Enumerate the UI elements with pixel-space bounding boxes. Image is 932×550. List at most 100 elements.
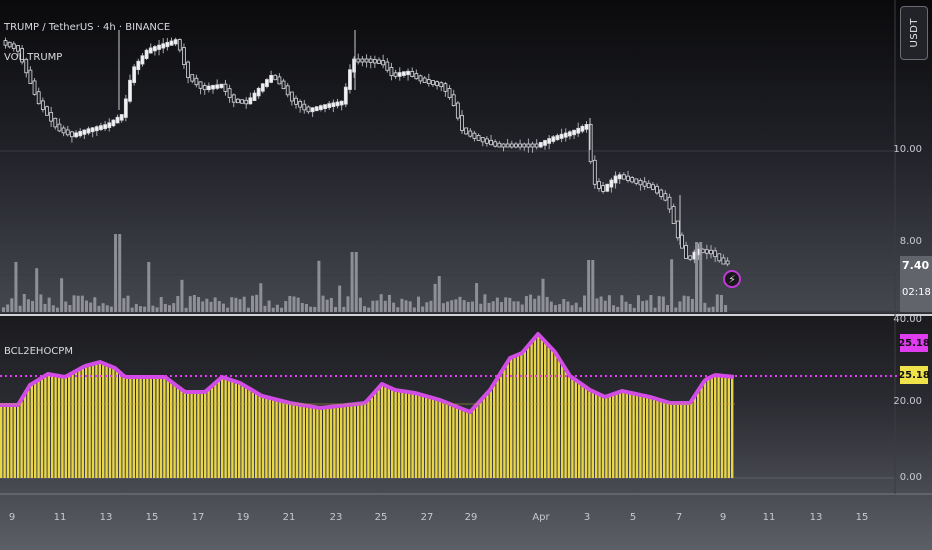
volume-bar xyxy=(724,305,728,312)
volume-bar xyxy=(221,303,225,312)
candle-body xyxy=(597,181,601,189)
indicator-bar xyxy=(527,347,530,478)
time-label: 11 xyxy=(53,512,67,523)
candle-body xyxy=(422,77,427,83)
volume-bar xyxy=(587,260,591,312)
indicator-bar xyxy=(343,405,346,478)
candle-body xyxy=(348,69,352,90)
candle-body xyxy=(630,177,635,183)
candle-body xyxy=(713,250,718,258)
candle-body xyxy=(265,79,269,87)
candle-body xyxy=(401,71,406,76)
candle-body xyxy=(576,127,581,134)
indicator-bar xyxy=(659,399,662,478)
indicator-bar xyxy=(329,406,333,478)
volume-bar xyxy=(479,303,483,312)
candle-body xyxy=(45,106,49,116)
candle-body xyxy=(235,98,240,104)
volume-bar xyxy=(284,301,288,312)
candle-body xyxy=(90,127,95,133)
indicator-bar xyxy=(629,392,632,478)
volume-bar xyxy=(184,307,188,312)
indicator-bar xyxy=(360,403,363,478)
indicator-bar xyxy=(47,374,50,478)
indicator-bar xyxy=(108,365,112,478)
volume-bar xyxy=(686,296,690,312)
price-tick-8: 8.00 xyxy=(899,236,922,247)
volume-bar xyxy=(342,306,346,312)
indicator-bar xyxy=(278,400,282,478)
volume-bar xyxy=(246,307,250,312)
volume-bar xyxy=(126,295,130,312)
indicator-bar xyxy=(142,377,146,478)
candle-body xyxy=(480,137,485,143)
volume-bar xyxy=(404,300,408,312)
candle-body xyxy=(32,80,37,95)
indicator-bar xyxy=(673,403,676,478)
indicator-bar xyxy=(676,403,679,478)
indicator-bar xyxy=(472,409,475,478)
volume-bar xyxy=(275,304,279,312)
volume-bar xyxy=(31,301,35,312)
indicator-bar xyxy=(605,396,608,478)
candle-body xyxy=(148,47,153,54)
indicator-bar xyxy=(282,401,285,478)
volume-bar xyxy=(715,294,719,312)
volume-bar xyxy=(690,298,694,312)
candle-body xyxy=(414,73,419,80)
volume-bar xyxy=(504,297,508,312)
indicator-bar xyxy=(622,391,625,478)
candle-body xyxy=(609,179,614,188)
volume-bar xyxy=(666,305,669,312)
volume-bar xyxy=(371,300,375,312)
indicator-bar xyxy=(724,375,727,478)
volume-bar xyxy=(367,307,371,312)
time-label: 29 xyxy=(464,512,478,523)
indicator-bar xyxy=(289,402,292,478)
volume-bar xyxy=(358,297,362,312)
volume-bar xyxy=(562,298,566,312)
candle-body xyxy=(497,142,502,148)
indicator-bar xyxy=(146,377,149,478)
indicator-bar xyxy=(649,396,652,478)
candle-body xyxy=(663,193,668,201)
candle-body xyxy=(107,122,112,128)
volume-bar xyxy=(375,300,379,312)
volume-bar xyxy=(109,306,113,312)
indicator-bar xyxy=(3,405,6,478)
bolt-icon[interactable]: ⚡ xyxy=(723,270,741,288)
candle-body xyxy=(294,97,298,105)
candle-body xyxy=(289,91,294,102)
candle-body xyxy=(385,61,390,71)
bar-countdown: 02:18:43 xyxy=(902,287,932,298)
candle-body xyxy=(642,181,647,187)
volume-bar xyxy=(72,295,76,312)
indicator-bar xyxy=(214,383,217,478)
indicator-bar xyxy=(693,397,696,478)
currency-unit-button[interactable]: USDT xyxy=(900,6,928,60)
indicator-bar xyxy=(295,403,299,478)
candle-body xyxy=(161,43,166,49)
candle-body xyxy=(588,123,593,163)
candle-body xyxy=(211,85,215,90)
volume-bar xyxy=(22,294,26,312)
indicator-bar xyxy=(71,373,74,478)
volume-bar xyxy=(491,301,495,312)
indicator-bar xyxy=(465,410,469,478)
candle-body xyxy=(103,124,107,129)
volume-bar xyxy=(114,234,118,312)
candle-body xyxy=(157,44,161,50)
indicator-bar xyxy=(533,338,537,478)
candle-body xyxy=(206,85,211,91)
volume-bar xyxy=(296,297,300,312)
indicator-bar xyxy=(564,367,567,478)
volume-bar xyxy=(578,307,582,312)
volume-bar xyxy=(462,300,466,312)
indicator-bar xyxy=(516,355,520,478)
volume-bar xyxy=(500,302,503,312)
indicator-value-badge-magenta: 25.18 xyxy=(898,334,930,352)
candle-body xyxy=(94,126,99,132)
time-label: 13 xyxy=(99,512,113,523)
volume-bar xyxy=(636,295,640,312)
